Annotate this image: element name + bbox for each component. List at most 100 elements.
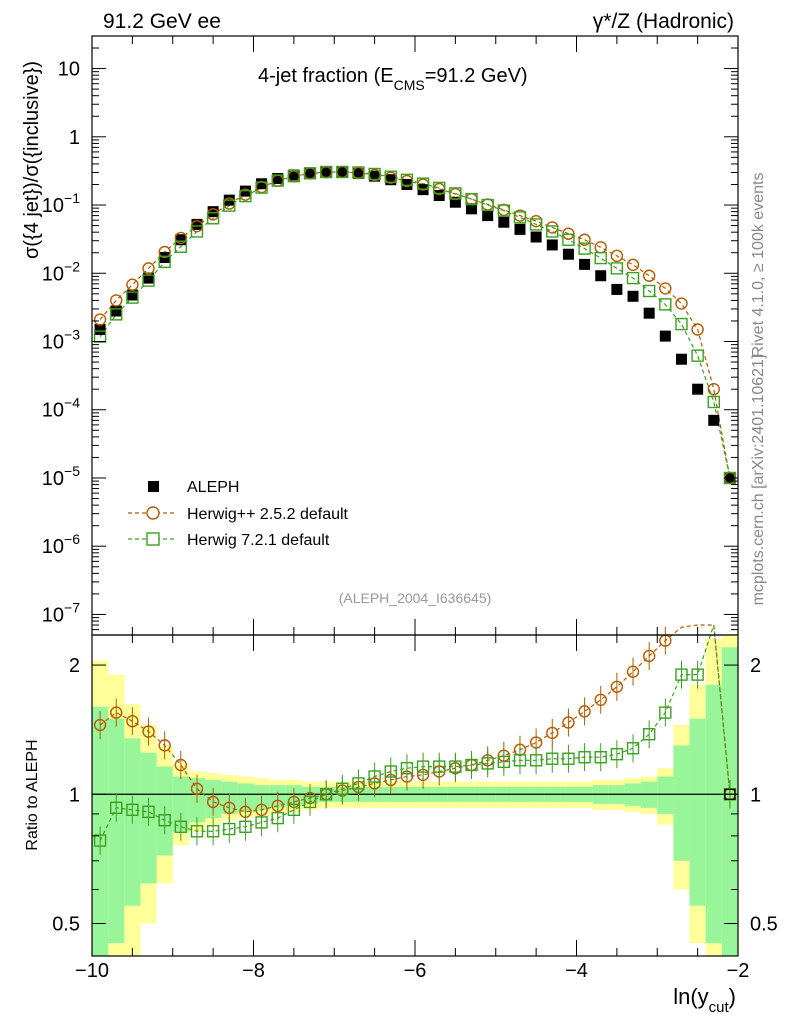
aleph-point bbox=[546, 239, 558, 251]
ratio-series-line bbox=[99, 624, 731, 813]
aleph-point bbox=[256, 178, 268, 190]
main-y-tick-label: 10−7 bbox=[42, 599, 80, 626]
legend-entry-herwig7: Herwig 7.2.1 default bbox=[128, 532, 330, 549]
main-y-tick-label: 10−2 bbox=[42, 258, 80, 285]
ratio-uncertainty-bands bbox=[92, 635, 738, 956]
herwig7-point bbox=[174, 240, 188, 253]
ratio-herwig7-point bbox=[626, 742, 640, 755]
header-right-label: γ*/Z (Hadronic) bbox=[593, 10, 734, 33]
ratio-y-tick-label-left: 1 bbox=[69, 784, 80, 806]
ratio-band-inner bbox=[657, 776, 674, 814]
legend-label-herwigpp: Herwig++ 2.5.2 default bbox=[187, 506, 349, 523]
ratio-herwigpp-point bbox=[642, 649, 656, 663]
ratio-herwig7-point bbox=[400, 762, 414, 775]
ratio-herwig7-point bbox=[271, 811, 284, 825]
aleph-point bbox=[675, 353, 687, 365]
herwig7-point bbox=[675, 317, 688, 331]
herwig7-point bbox=[707, 395, 720, 409]
aleph-point bbox=[466, 203, 478, 215]
herwig7-point bbox=[271, 174, 284, 187]
herwig7-point bbox=[481, 198, 494, 212]
aleph-point bbox=[369, 170, 381, 182]
herwig7-point bbox=[126, 291, 139, 304]
main-y-tick-label: 10−1 bbox=[42, 190, 80, 217]
analysis-id: (ALEPH_2004_I636645) bbox=[339, 590, 492, 606]
ratio-y-tick-label-left: 0.5 bbox=[52, 913, 80, 935]
aleph-point bbox=[352, 167, 364, 179]
herwig7-point bbox=[513, 211, 527, 224]
aleph-point bbox=[175, 234, 187, 246]
ratio-herwig7-point bbox=[449, 760, 462, 773]
aleph-point bbox=[643, 307, 655, 319]
main-panel: 10−7 10−6 10−5 10−4 10−3 10−2 10−1 1 10 4-jet fr… bbox=[21, 35, 739, 636]
herwig7-point bbox=[562, 233, 575, 246]
herwig7-point bbox=[287, 169, 301, 183]
aleph-point bbox=[530, 231, 542, 243]
ratio-herwigpp-point bbox=[223, 801, 236, 815]
main-y-tick-label: 10−3 bbox=[42, 327, 80, 354]
herwig7-point bbox=[190, 225, 204, 238]
ratio-herwig7-point bbox=[158, 814, 171, 827]
herwig7-point bbox=[626, 271, 640, 285]
aleph-point bbox=[126, 289, 138, 301]
aleph-point bbox=[207, 206, 219, 218]
herwig7-point bbox=[497, 204, 511, 217]
ratio-herwig7-point bbox=[416, 760, 430, 773]
herwig7-point bbox=[336, 165, 349, 179]
ratio-herwig7-point bbox=[174, 820, 188, 833]
main-x-axis-ticks bbox=[91, 36, 699, 635]
ratio-herwig7-point bbox=[546, 752, 559, 765]
main-y-tick-label: 10−5 bbox=[42, 463, 80, 490]
herwig7-point bbox=[400, 173, 414, 187]
legend-label-herwig7: Herwig 7.2.1 default bbox=[187, 532, 330, 549]
ratio-herwig7-point bbox=[126, 803, 139, 817]
ratio-herwig7-point bbox=[352, 777, 365, 790]
ratio-herwigpp-point bbox=[110, 706, 123, 719]
ratio-x-axis-ticks: −10 −8 −6 −4 −2 bbox=[75, 635, 749, 982]
x-axis-label: ln(ycut) bbox=[673, 984, 736, 1016]
x-tick-label: −8 bbox=[242, 960, 265, 982]
aleph-point bbox=[562, 248, 574, 260]
herwigpp-point bbox=[610, 249, 624, 263]
aleph-point bbox=[320, 166, 332, 178]
herwigpp-point bbox=[675, 297, 688, 310]
main-series-line bbox=[99, 171, 731, 479]
ratio-band-inner bbox=[172, 776, 189, 832]
ratio-herwig7-point bbox=[190, 825, 204, 838]
ratio-band-inner bbox=[108, 718, 125, 944]
ratio-herwig7-point bbox=[336, 782, 349, 795]
aleph-point bbox=[94, 323, 106, 335]
x-tick-label: −6 bbox=[404, 960, 427, 982]
herwig7-point bbox=[368, 167, 381, 181]
ratio-band-inner bbox=[705, 684, 722, 944]
ratio-herwig7-point bbox=[368, 770, 381, 783]
ratio-herwig7-point bbox=[287, 803, 301, 817]
herwig7-point bbox=[642, 284, 656, 298]
herwig7-point bbox=[659, 298, 672, 311]
legend-entry-aleph: ALEPH bbox=[148, 479, 239, 496]
ratio-herwig7-point bbox=[110, 801, 123, 815]
main-title: 4-jet fraction (ECMS=91.2 GeV) bbox=[258, 65, 528, 93]
main-y-tick-label: 10−6 bbox=[42, 531, 80, 558]
ratio-herwig7-point bbox=[465, 758, 478, 772]
herwig7-point bbox=[110, 308, 123, 321]
ratio-y-tick-label-left: 2 bbox=[69, 655, 80, 677]
herwig7-point bbox=[158, 255, 171, 269]
main-y-axis-ticks: 10−7 10−6 10−5 10−4 10−3 10−2 10−1 1 10 bbox=[42, 35, 738, 636]
aleph-point bbox=[595, 270, 607, 282]
aleph-point bbox=[143, 272, 155, 284]
herwig7-point bbox=[610, 262, 624, 275]
main-y-tick-label: 10−4 bbox=[42, 395, 80, 422]
herwig7-point bbox=[142, 274, 155, 287]
ratio-herwig7-point bbox=[223, 822, 236, 836]
ratio-herwig7-point bbox=[239, 820, 252, 833]
ratio-y-tick-label-right: 0.5 bbox=[750, 913, 778, 935]
herwig7-point bbox=[255, 181, 268, 194]
herwig7-point bbox=[465, 192, 478, 206]
herwigpp-point bbox=[174, 231, 188, 245]
herwig7-point bbox=[223, 199, 236, 212]
herwig7-point bbox=[352, 166, 365, 179]
herwigpp-point bbox=[626, 258, 640, 272]
ratio-herwig7-point bbox=[319, 788, 333, 801]
ratio-herwigpp-point bbox=[594, 693, 607, 706]
